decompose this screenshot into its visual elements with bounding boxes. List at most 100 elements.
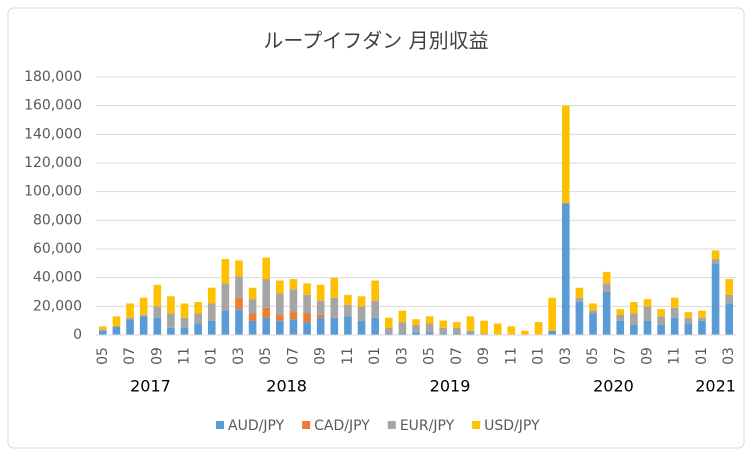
bar-segment	[344, 304, 352, 317]
bar-segment	[235, 260, 243, 277]
bar-segment	[344, 316, 352, 335]
bar-segment	[194, 323, 202, 335]
bar-segment	[126, 319, 134, 335]
bar-segment	[221, 283, 230, 311]
bar-segment	[194, 302, 202, 314]
bar-segment	[248, 320, 257, 335]
bar-segment	[453, 322, 461, 328]
bar-segment	[235, 297, 243, 310]
x-tick-label: 05	[95, 347, 111, 365]
bar-segment	[153, 284, 162, 307]
bar-segment	[698, 310, 706, 318]
x-tick-label: 03	[231, 347, 247, 365]
bar-segment	[670, 297, 679, 308]
y-tick-label: 140,000	[24, 126, 82, 142]
y-tick-label: 160,000	[24, 98, 82, 114]
x-tick-label: 09	[476, 347, 492, 365]
bar-segment	[262, 257, 271, 280]
bar-segment	[167, 327, 175, 335]
bar-segment	[221, 310, 230, 335]
bar-segment	[684, 317, 693, 324]
bar-segment	[248, 313, 257, 321]
bar-segment	[684, 323, 693, 335]
x-tick-label: 05	[422, 347, 438, 365]
bar-segment	[371, 317, 379, 335]
bar-segment	[262, 279, 271, 308]
chart-frame	[7, 7, 745, 449]
bar-segment	[439, 333, 448, 335]
bar-segment	[180, 317, 189, 328]
x-tick-label: 07	[449, 347, 465, 365]
bar-segment	[453, 333, 461, 335]
x-tick-label: 09	[313, 347, 329, 365]
bar-segment	[575, 287, 584, 298]
bar-segment	[303, 322, 311, 335]
bar-segment	[466, 330, 475, 334]
bar-segment	[534, 322, 543, 335]
bar-segment	[575, 297, 584, 303]
y-tick-label: 120,000	[24, 155, 82, 171]
bar-segment	[643, 306, 652, 321]
bar-segment	[194, 313, 202, 324]
legend-swatch	[472, 421, 481, 429]
bar-segment	[657, 309, 665, 317]
chart-title: ループイフダン 月別収益	[263, 29, 488, 53]
bar-segment	[398, 310, 407, 323]
bar-segment	[412, 324, 420, 333]
bar-segment	[398, 322, 407, 334]
year-label: 2019	[430, 377, 471, 396]
bar-segment	[303, 283, 311, 295]
x-tick-label: 03	[394, 347, 410, 365]
legend-label: USD/JPY	[484, 418, 540, 434]
bar-segment	[548, 297, 556, 331]
bar-segment	[630, 302, 638, 314]
bar-segment	[153, 306, 162, 318]
year-label: 2017	[130, 377, 171, 396]
x-tick-label: 09	[149, 347, 165, 365]
bar-segment	[330, 297, 339, 318]
bar-segment	[412, 332, 420, 335]
bar-segment	[711, 263, 720, 335]
bar-segment	[616, 309, 625, 315]
legend-label: EUR/JPY	[400, 418, 455, 434]
bar-segment	[602, 292, 611, 335]
bar-segment	[643, 320, 652, 335]
bar-segment	[616, 314, 625, 321]
legend-label: AUD/JPY	[228, 418, 285, 434]
bar-segment	[357, 296, 366, 307]
bar-segment	[180, 303, 189, 318]
bar-segment	[657, 324, 665, 335]
bar-segment	[330, 317, 339, 335]
bar-segment	[316, 317, 325, 335]
x-tick-label: 07	[612, 347, 628, 365]
bar-segment	[139, 316, 148, 335]
bar-segment	[439, 320, 448, 328]
bar-segment	[398, 333, 407, 335]
year-label: 2021	[695, 377, 736, 396]
bar-segment	[262, 317, 271, 335]
bar-segment	[561, 203, 570, 335]
y-tick-label: 100,000	[24, 184, 82, 200]
x-tick-label: 01	[367, 347, 383, 365]
bar-segment	[425, 316, 434, 324]
y-tick-label: 80,000	[33, 212, 82, 228]
bar-segment	[248, 287, 257, 300]
x-tick-label: 11	[503, 347, 519, 365]
bar-segment	[480, 333, 488, 335]
bar-segment	[357, 306, 366, 321]
bar-segment	[439, 327, 448, 334]
bar-segment	[276, 293, 284, 315]
x-tick-label: 01	[531, 347, 547, 365]
y-tick-label: 180,000	[24, 69, 82, 85]
bar-segment	[466, 333, 475, 335]
x-tick-label: 09	[639, 347, 655, 365]
bar-segment	[425, 332, 434, 335]
bar-segment	[630, 324, 638, 335]
x-tick-label: 11	[177, 347, 193, 365]
bar-segment	[316, 284, 325, 301]
legend-swatch	[302, 421, 311, 429]
bar-segment	[167, 313, 175, 328]
bar-segment	[139, 297, 148, 315]
bar-segment	[316, 314, 325, 318]
bar-segment	[507, 326, 516, 335]
